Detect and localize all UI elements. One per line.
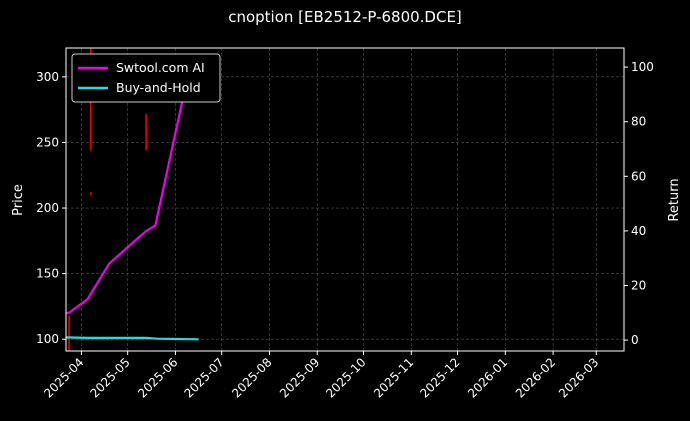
y-tick-label-left: 150 [36,267,59,281]
y-tick-label-right: 40 [631,224,646,238]
y-tick-label-left: 100 [36,332,59,346]
y-tick-label-left: 300 [36,70,59,84]
y-tick-label-right: 100 [631,60,654,74]
y-tick-label-right: 20 [631,278,646,292]
y-axis-right: 0 20 40 60 80 100 [624,60,654,347]
y-tick-label-left: 200 [36,201,59,215]
legend: Swtool.com AI Buy-and-Hold [71,53,221,103]
legend-label: Buy-and-Hold [116,80,201,95]
y-tick-label-right: 80 [631,115,646,129]
legend-label: Swtool.com AI [116,60,205,75]
y-tick-label-right: 60 [631,169,646,183]
chart-title: cnoption [EB2512-P-6800.DCE] [228,8,462,26]
plot-frame [65,47,625,352]
y-axis-left: 100 150 200 250 300 [36,70,66,346]
series-lines [65,61,199,341]
legend-box [71,53,221,103]
y-axis-left-label: Price [11,184,26,216]
series-line-swtool-ai [66,61,192,314]
y-axis-right-label: Return [667,178,682,221]
y-tick-label-left: 250 [36,135,59,149]
series-line-buy-and-hold [65,336,199,341]
y-tick-label-right: 0 [631,333,639,347]
